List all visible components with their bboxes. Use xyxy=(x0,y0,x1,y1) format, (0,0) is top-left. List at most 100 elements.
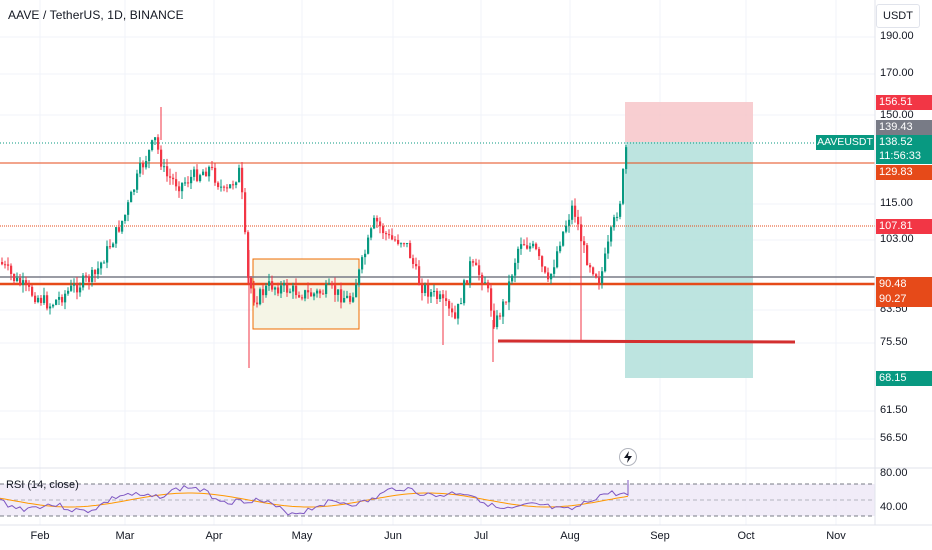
candle-body xyxy=(85,275,88,277)
candle-body xyxy=(316,290,319,294)
candle-body xyxy=(580,224,583,242)
candle-body xyxy=(76,284,79,293)
candle-body xyxy=(37,297,40,303)
candle-body xyxy=(217,182,220,188)
candle-body xyxy=(541,256,544,267)
candle-body xyxy=(55,299,58,305)
candle-body xyxy=(193,169,196,177)
stop-zone[interactable] xyxy=(625,142,753,378)
candle-body xyxy=(538,249,541,257)
candle-body xyxy=(1,262,4,265)
candle-body xyxy=(268,281,271,286)
candle-body xyxy=(346,295,349,298)
candle-body xyxy=(475,262,478,266)
prev-close-label: 139.43 xyxy=(876,120,932,135)
candle-body xyxy=(115,227,118,244)
candle-body xyxy=(4,264,7,266)
candle-body xyxy=(151,140,154,151)
candle-body xyxy=(19,277,22,285)
candle-body xyxy=(622,169,625,204)
candle-body xyxy=(289,291,292,293)
support-line[interactable] xyxy=(497,339,796,344)
chart-title[interactable]: AAVE / TetherUS, 1D, BINANCE xyxy=(8,8,184,22)
candle-body xyxy=(64,293,67,303)
candle-body xyxy=(322,293,325,295)
candle-body xyxy=(223,186,226,188)
candle-body xyxy=(178,186,181,192)
candle-body xyxy=(451,308,454,313)
candle-body xyxy=(181,182,184,192)
candle-body xyxy=(421,284,424,294)
candle-body xyxy=(103,262,106,264)
candle-body xyxy=(613,217,616,228)
candle-body xyxy=(157,137,160,150)
level-label-90-27: 90.27 xyxy=(876,292,932,307)
candle-body xyxy=(337,289,340,295)
candle-body xyxy=(208,166,211,177)
candle-body xyxy=(7,264,10,266)
candle-body xyxy=(133,189,136,192)
candle-body xyxy=(241,167,244,193)
candle-body xyxy=(358,269,361,285)
candle-body xyxy=(142,163,145,168)
candle-body xyxy=(556,251,559,268)
candle-body xyxy=(100,262,103,269)
candle-body xyxy=(577,216,580,225)
candle-body xyxy=(367,237,370,254)
rsi-indicator-label[interactable]: RSI (14, close) xyxy=(6,479,79,491)
target-zone[interactable] xyxy=(625,102,753,142)
price-tick: 170.00 xyxy=(880,67,914,79)
candle-body xyxy=(136,173,139,190)
candle-body xyxy=(16,277,19,282)
candle-body xyxy=(487,282,490,289)
candle-body xyxy=(403,243,406,245)
price-tick: 150.00 xyxy=(880,109,914,121)
candle-body xyxy=(547,272,550,280)
candle-body xyxy=(247,232,250,278)
candle-body xyxy=(121,220,124,232)
candle-body xyxy=(553,267,556,274)
candle-body xyxy=(226,187,229,189)
candle-body xyxy=(397,239,400,244)
candle-body xyxy=(145,161,148,168)
candle-body xyxy=(559,245,562,252)
candle-body xyxy=(418,266,421,285)
lightning-icon[interactable] xyxy=(619,448,637,466)
candle-body xyxy=(511,275,514,282)
candle-body xyxy=(400,243,403,245)
candle-body xyxy=(106,246,109,263)
candle-body xyxy=(514,262,517,276)
candle-body xyxy=(385,233,388,235)
candle-body xyxy=(58,297,61,300)
candle-body xyxy=(79,287,82,293)
candle-body xyxy=(334,285,337,295)
symbol-tag: AAVEUSDT xyxy=(816,135,874,150)
candle-body xyxy=(280,285,283,294)
candle-body xyxy=(31,286,34,296)
countdown-label: 11:56:33 xyxy=(876,149,932,164)
candle-body xyxy=(445,298,448,302)
candle-body xyxy=(526,245,529,249)
candle-body xyxy=(619,203,622,217)
candle-body xyxy=(607,241,610,254)
candle-body xyxy=(139,163,142,174)
candles xyxy=(1,107,628,368)
currency-button[interactable]: USDT xyxy=(876,4,920,28)
candle-body xyxy=(163,166,166,168)
candle-body xyxy=(70,285,73,291)
candle-body xyxy=(376,217,379,222)
candle-body xyxy=(301,297,304,299)
candle-body xyxy=(304,290,307,299)
candle-body xyxy=(616,216,619,218)
candle-body xyxy=(235,182,238,186)
candle-body xyxy=(130,191,133,203)
candle-body xyxy=(364,253,367,258)
candle-body xyxy=(256,302,259,305)
candle-body xyxy=(67,290,70,294)
candle-body xyxy=(586,245,589,266)
level-label-129: 129.83 xyxy=(876,165,932,180)
candle-body xyxy=(382,226,385,234)
candle-body xyxy=(22,280,25,285)
price-tick: 75.50 xyxy=(880,336,908,348)
